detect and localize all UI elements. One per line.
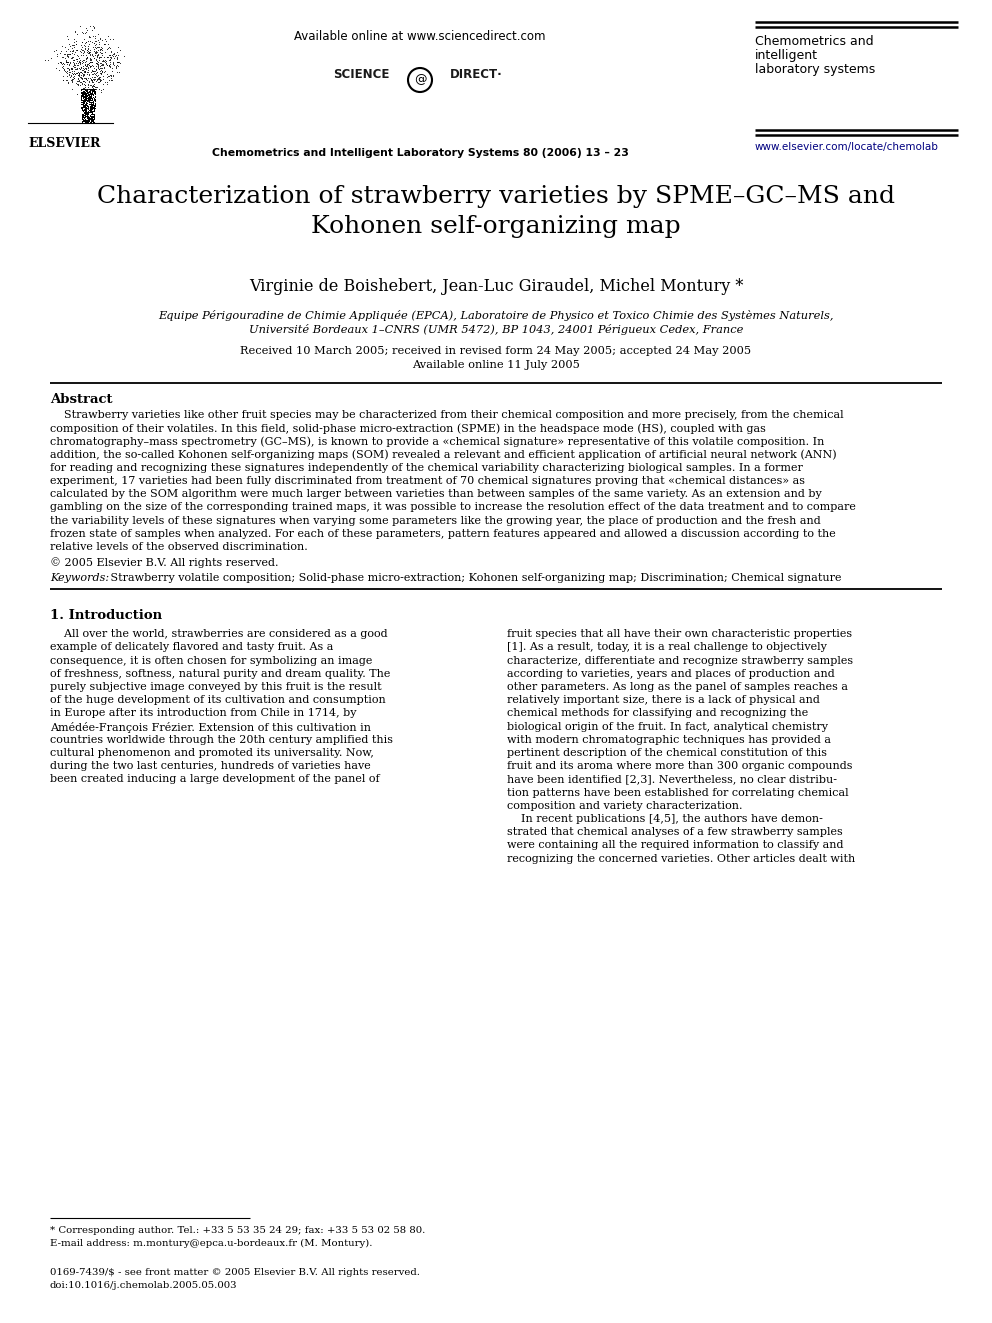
Text: tion patterns have been established for correlating chemical: tion patterns have been established for … xyxy=(507,787,848,798)
Text: Equipe Périgouradine de Chimie Appliquée (EPCA), Laboratoire de Physico et Toxic: Equipe Périgouradine de Chimie Appliquée… xyxy=(159,310,833,321)
Text: 0169-7439/$ - see front matter © 2005 Elsevier B.V. All rights reserved.: 0169-7439/$ - see front matter © 2005 El… xyxy=(50,1267,420,1277)
Text: during the two last centuries, hundreds of varieties have: during the two last centuries, hundreds … xyxy=(50,761,371,771)
Text: of the huge development of its cultivation and consumption: of the huge development of its cultivati… xyxy=(50,695,386,705)
Text: Chemometrics and: Chemometrics and xyxy=(755,34,874,48)
Text: consequence, it is often chosen for symbolizing an image: consequence, it is often chosen for symb… xyxy=(50,656,372,665)
Text: calculated by the SOM algorithm were much larger between varieties than between : calculated by the SOM algorithm were muc… xyxy=(50,490,821,499)
Text: experiment, 17 varieties had been fully discriminated from treatment of 70 chemi: experiment, 17 varieties had been fully … xyxy=(50,476,805,486)
Text: Received 10 March 2005; received in revised form 24 May 2005; accepted 24 May 20: Received 10 March 2005; received in revi… xyxy=(240,347,752,356)
Text: 1. Introduction: 1. Introduction xyxy=(50,609,162,622)
Text: gambling on the size of the corresponding trained maps, it was possible to incre: gambling on the size of the correspondin… xyxy=(50,503,856,512)
Text: other parameters. As long as the panel of samples reaches a: other parameters. As long as the panel o… xyxy=(507,681,848,692)
Text: frozen state of samples when analyzed. For each of these parameters, pattern fea: frozen state of samples when analyzed. F… xyxy=(50,529,835,538)
Text: been created inducing a large development of the panel of: been created inducing a large developmen… xyxy=(50,774,380,785)
Text: Strawberry varieties like other fruit species may be characterized from their ch: Strawberry varieties like other fruit sp… xyxy=(50,410,843,419)
Text: © 2005 Elsevier B.V. All rights reserved.: © 2005 Elsevier B.V. All rights reserved… xyxy=(50,557,279,568)
Text: All over the world, strawberries are considered as a good: All over the world, strawberries are con… xyxy=(50,630,388,639)
Text: the variability levels of these signatures when varying some parameters like the: the variability levels of these signatur… xyxy=(50,516,820,525)
Text: laboratory systems: laboratory systems xyxy=(755,64,875,75)
Text: characterize, differentiate and recognize strawberry samples: characterize, differentiate and recogniz… xyxy=(507,656,853,665)
Text: DIRECT·: DIRECT· xyxy=(450,67,503,81)
Text: chromatography–mass spectrometry (GC–MS), is known to provide a «chemical signat: chromatography–mass spectrometry (GC–MS)… xyxy=(50,437,824,447)
Text: countries worldwide through the 20th century amplified this: countries worldwide through the 20th cen… xyxy=(50,734,393,745)
Text: Available online 11 July 2005: Available online 11 July 2005 xyxy=(412,360,580,370)
Text: * Corresponding author. Tel.: +33 5 53 35 24 29; fax: +33 5 53 02 58 80.: * Corresponding author. Tel.: +33 5 53 3… xyxy=(50,1226,426,1234)
Text: relatively important size, there is a lack of physical and: relatively important size, there is a la… xyxy=(507,695,819,705)
Text: Abstract: Abstract xyxy=(50,393,112,406)
Text: @: @ xyxy=(414,73,427,86)
Text: www.elsevier.com/locate/chemolab: www.elsevier.com/locate/chemolab xyxy=(755,142,938,152)
Text: relative levels of the observed discrimination.: relative levels of the observed discrimi… xyxy=(50,542,308,552)
Text: ELSEVIER: ELSEVIER xyxy=(29,138,101,149)
Text: purely subjective image conveyed by this fruit is the result: purely subjective image conveyed by this… xyxy=(50,681,382,692)
Text: pertinent description of the chemical constitution of this: pertinent description of the chemical co… xyxy=(507,747,827,758)
Text: in Europe after its introduction from Chile in 1714, by: in Europe after its introduction from Ch… xyxy=(50,708,356,718)
Text: fruit and its aroma where more than 300 organic compounds: fruit and its aroma where more than 300 … xyxy=(507,761,852,771)
Text: Strawberry volatile composition; Solid-phase micro-extraction; Kohonen self-orga: Strawberry volatile composition; Solid-p… xyxy=(107,573,841,583)
Text: for reading and recognizing these signatures independently of the chemical varia: for reading and recognizing these signat… xyxy=(50,463,803,472)
Text: composition of their volatiles. In this field, solid-phase micro-extraction (SPM: composition of their volatiles. In this … xyxy=(50,423,766,434)
Text: Virginie de Boishebert, Jean-Luc Giraudel, Michel Montury *: Virginie de Boishebert, Jean-Luc Giraude… xyxy=(249,278,743,295)
Text: intelligent: intelligent xyxy=(755,49,818,62)
Text: have been identified [2,3]. Nevertheless, no clear distribu-: have been identified [2,3]. Nevertheless… xyxy=(507,774,837,785)
Text: recognizing the concerned varieties. Other articles dealt with: recognizing the concerned varieties. Oth… xyxy=(507,853,855,864)
Text: SCIENCE: SCIENCE xyxy=(333,67,390,81)
Text: fruit species that all have their own characteristic properties: fruit species that all have their own ch… xyxy=(507,630,852,639)
Text: Amédée-François Frézier. Extension of this cultivation in: Amédée-François Frézier. Extension of th… xyxy=(50,721,371,733)
Text: cultural phenomenon and promoted its universality. Now,: cultural phenomenon and promoted its uni… xyxy=(50,747,374,758)
Text: chemical methods for classifying and recognizing the: chemical methods for classifying and rec… xyxy=(507,708,808,718)
Text: [1]. As a result, today, it is a real challenge to objectively: [1]. As a result, today, it is a real ch… xyxy=(507,643,827,652)
Text: Characterization of strawberry varieties by SPME–GC–MS and
Kohonen self-organizi: Characterization of strawberry varieties… xyxy=(97,185,895,238)
Text: with modern chromatographic techniques has provided a: with modern chromatographic techniques h… xyxy=(507,734,831,745)
Text: according to varieties, years and places of production and: according to varieties, years and places… xyxy=(507,669,834,679)
Text: In recent publications [4,5], the authors have demon-: In recent publications [4,5], the author… xyxy=(507,814,823,824)
Text: Université Bordeaux 1–CNRS (UMR 5472), BP 1043, 24001 Périgueux Cedex, France: Université Bordeaux 1–CNRS (UMR 5472), B… xyxy=(249,324,743,335)
Text: strated that chemical analyses of a few strawberry samples: strated that chemical analyses of a few … xyxy=(507,827,843,837)
Text: example of delicately flavored and tasty fruit. As a: example of delicately flavored and tasty… xyxy=(50,643,333,652)
Text: Keywords:: Keywords: xyxy=(50,573,109,583)
Text: Available online at www.sciencedirect.com: Available online at www.sciencedirect.co… xyxy=(295,30,546,44)
Text: were containing all the required information to classify and: were containing all the required informa… xyxy=(507,840,843,851)
Text: addition, the so-called Kohonen self-organizing maps (SOM) revealed a relevant a: addition, the so-called Kohonen self-org… xyxy=(50,450,836,460)
Text: doi:10.1016/j.chemolab.2005.05.003: doi:10.1016/j.chemolab.2005.05.003 xyxy=(50,1281,238,1290)
Text: composition and variety characterization.: composition and variety characterization… xyxy=(507,800,742,811)
Text: E-mail address: m.montury@epca.u-bordeaux.fr (M. Montury).: E-mail address: m.montury@epca.u-bordeau… xyxy=(50,1240,373,1248)
Text: biological origin of the fruit. In fact, analytical chemistry: biological origin of the fruit. In fact,… xyxy=(507,721,828,732)
Text: of freshness, softness, natural purity and dream quality. The: of freshness, softness, natural purity a… xyxy=(50,669,391,679)
Text: Chemometrics and Intelligent Laboratory Systems 80 (2006) 13 – 23: Chemometrics and Intelligent Laboratory … xyxy=(211,148,629,157)
